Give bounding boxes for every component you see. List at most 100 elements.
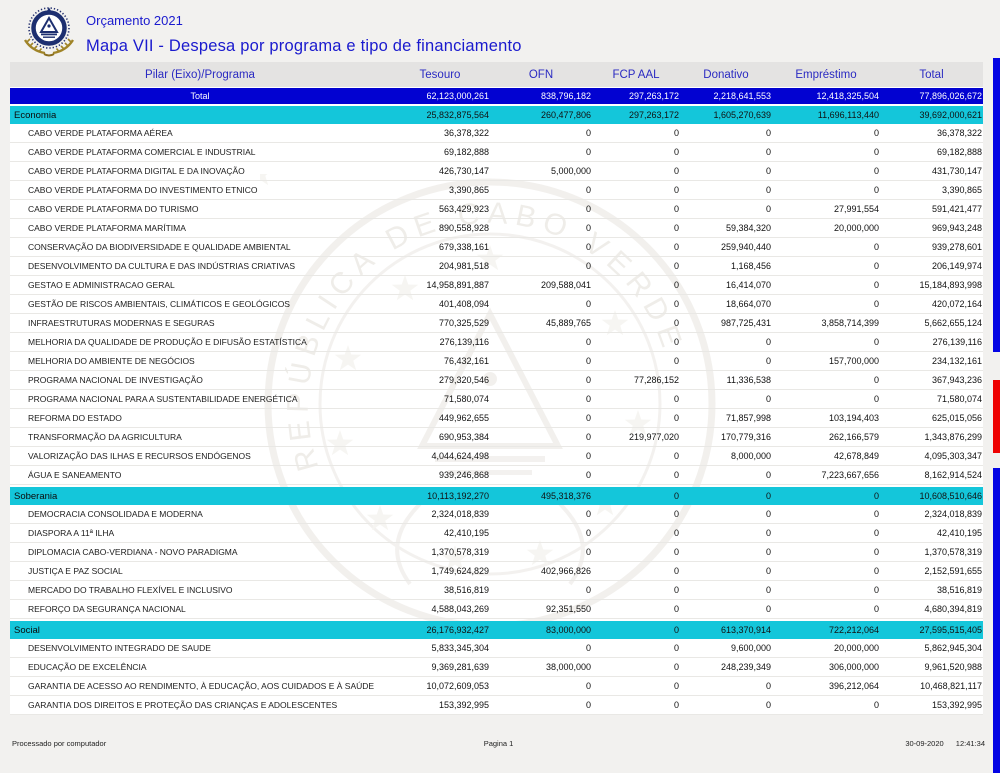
amount-cell: 0: [585, 185, 591, 195]
program-row: GARANTIA DE ACESSO AO RENDIMENTO, À EDUC…: [10, 677, 983, 696]
amount-cell: 297,263,172: [628, 110, 679, 120]
column-header-donativo: Donativo: [703, 68, 749, 81]
program-row: DESENVOLVIMENTO INTEGRADO DE SAUDE 5,833,…: [10, 639, 983, 658]
amount-cell: 9,600,000: [730, 643, 771, 653]
amount-cell: 8,000,000: [730, 451, 771, 461]
program-row: CABO VERDE PLATAFORMA DO INVESTIMENTO ET…: [10, 181, 983, 200]
footer-datetime: 30-09-2020 12:41:34: [895, 739, 985, 748]
amount-cell: 157,700,000: [828, 356, 879, 366]
amount-cell: 219,977,020: [628, 432, 679, 442]
program-name: PROGRAMA NACIONAL DE INVESTIGAÇÃO: [28, 374, 203, 385]
page-title: Mapa VII - Despesa por programa e tipo d…: [86, 37, 522, 55]
amount-cell: 1,168,456: [730, 261, 771, 271]
program-row: REFORÇO DA SEGURANÇA NACIONAL 4,588,043,2…: [10, 600, 983, 619]
amount-cell: 3,390,865: [448, 185, 489, 195]
amount-cell: 15,184,893,998: [919, 280, 982, 290]
program-name: ÁGUA E SANEAMENTO: [28, 469, 122, 480]
amount-cell: 890,558,928: [438, 223, 489, 233]
program-row: CABO VERDE PLATAFORMA DIGITAL E DA INOVA…: [10, 162, 983, 181]
footer-page-number: Pagina 1: [483, 739, 514, 748]
amount-cell: 0: [673, 681, 679, 691]
amount-cell: 969,943,248: [931, 223, 982, 233]
program-name: DIASPORA A 11ª ILHA: [28, 527, 115, 538]
amount-cell: 0: [585, 470, 591, 480]
amount-cell: 0: [673, 585, 679, 595]
section-row: Social 26,176,932,427 83,000,000 0 613,370,9…: [10, 621, 983, 639]
amount-cell: 103,194,403: [828, 413, 879, 423]
amount-cell: 0: [673, 700, 679, 710]
amount-cell: 18,664,070: [725, 299, 771, 309]
program-name: DIPLOMACIA CABO-VERDIANA - NOVO PARADIGM…: [28, 546, 238, 557]
amount-cell: 14,958,891,887: [426, 280, 489, 290]
amount-cell: 279,320,546: [438, 375, 489, 385]
amount-cell: 71,580,074: [443, 394, 489, 404]
amount-cell: 426,730,147: [438, 166, 489, 176]
amount-cell: 0: [873, 585, 879, 595]
amount-cell: 0: [873, 528, 879, 538]
amount-cell: 170,779,316: [720, 432, 771, 442]
amount-cell: 401,408,094: [438, 299, 489, 309]
program-name: CABO VERDE PLATAFORMA COMERCIAL E INDUST…: [28, 146, 256, 157]
amount-cell: 0: [873, 242, 879, 252]
program-name: MERCADO DO TRABALHO FLEXÍVEL E INCLUSIVO: [28, 584, 233, 595]
amount-cell: 0: [673, 356, 679, 366]
program-name: DESENVOLVIMENTO INTEGRADO DE SAUDE: [28, 642, 211, 653]
amount-cell: 0: [585, 375, 591, 385]
amount-cell: 0: [673, 318, 679, 328]
program-name: CABO VERDE PLATAFORMA DO TURISMO: [28, 203, 199, 214]
program-name: TRANSFORMAÇÃO DA AGRICULTURA: [28, 431, 182, 442]
amount-cell: 0: [873, 566, 879, 576]
amount-cell: 59,384,320: [725, 223, 771, 233]
amount-cell: 0: [873, 185, 879, 195]
amount-cell: 0: [585, 242, 591, 252]
amount-cell: 5,662,655,124: [924, 318, 982, 328]
amount-cell: 0: [765, 528, 771, 538]
amount-cell: 297,263,172: [628, 91, 679, 101]
amount-cell: 71,857,998: [725, 413, 771, 423]
amount-cell: 0: [765, 604, 771, 614]
footer-time: 12:41:34: [955, 739, 985, 748]
amount-cell: 0: [673, 604, 679, 614]
amount-cell: 92,351,550: [545, 604, 591, 614]
program-row: CABO VERDE PLATAFORMA AÉREA 36,378,322 0 0 0…: [10, 124, 983, 143]
amount-cell: 0: [585, 585, 591, 595]
amount-cell: 4,044,624,498: [431, 451, 489, 461]
program-row: INFRAESTRUTURAS MODERNAS E SEGURAS 770,32…: [10, 314, 983, 333]
program-name: JUSTIÇA E PAZ SOCIAL: [28, 565, 123, 576]
amount-cell: 0: [585, 643, 591, 653]
amount-cell: 1,370,578,319: [924, 547, 982, 557]
amount-cell: 563,429,923: [438, 204, 489, 214]
amount-cell: 262,166,579: [828, 432, 879, 442]
amount-cell: 3,858,714,399: [821, 318, 879, 328]
amount-cell: 248,239,349: [720, 662, 771, 672]
amount-cell: 0: [585, 451, 591, 461]
amount-cell: 0: [585, 394, 591, 404]
amount-cell: 0: [873, 509, 879, 519]
amount-cell: 4,588,043,269: [431, 604, 489, 614]
amount-cell: 76,432,161: [443, 356, 489, 366]
program-row: MELHORIA DA QUALIDADE DE PRODUÇÃO E DIFU…: [10, 333, 983, 352]
amount-cell: 838,796,182: [540, 91, 591, 101]
amount-cell: 0: [673, 261, 679, 271]
amount-cell: 0: [585, 547, 591, 557]
amount-cell: 209,588,041: [540, 280, 591, 290]
amount-cell: 0: [873, 491, 879, 501]
section-name: Soberania: [14, 490, 58, 502]
section-row: Economia 25,832,875,564 260,477,806 297,263…: [10, 106, 983, 124]
amount-cell: 0: [765, 566, 771, 576]
amount-cell: 20,000,000: [833, 223, 879, 233]
amount-cell: 276,139,116: [439, 337, 489, 347]
amount-cell: 0: [765, 394, 771, 404]
amount-cell: 259,940,440: [720, 242, 771, 252]
amount-cell: 0: [673, 413, 679, 423]
amount-cell: 0: [585, 432, 591, 442]
amount-cell: 71,580,074: [936, 394, 982, 404]
amount-cell: 0: [673, 280, 679, 290]
amount-cell: 591,421,477: [931, 204, 982, 214]
program-name: CABO VERDE PLATAFORMA DO INVESTIMENTO ET…: [28, 184, 258, 195]
amount-cell: 722,212,064: [828, 625, 879, 635]
amount-cell: 10,072,609,053: [426, 681, 489, 691]
amount-cell: 0: [873, 166, 879, 176]
program-row: JUSTIÇA E PAZ SOCIAL 1,749,624,829 402,966…: [10, 562, 983, 581]
amount-cell: 0: [673, 528, 679, 538]
